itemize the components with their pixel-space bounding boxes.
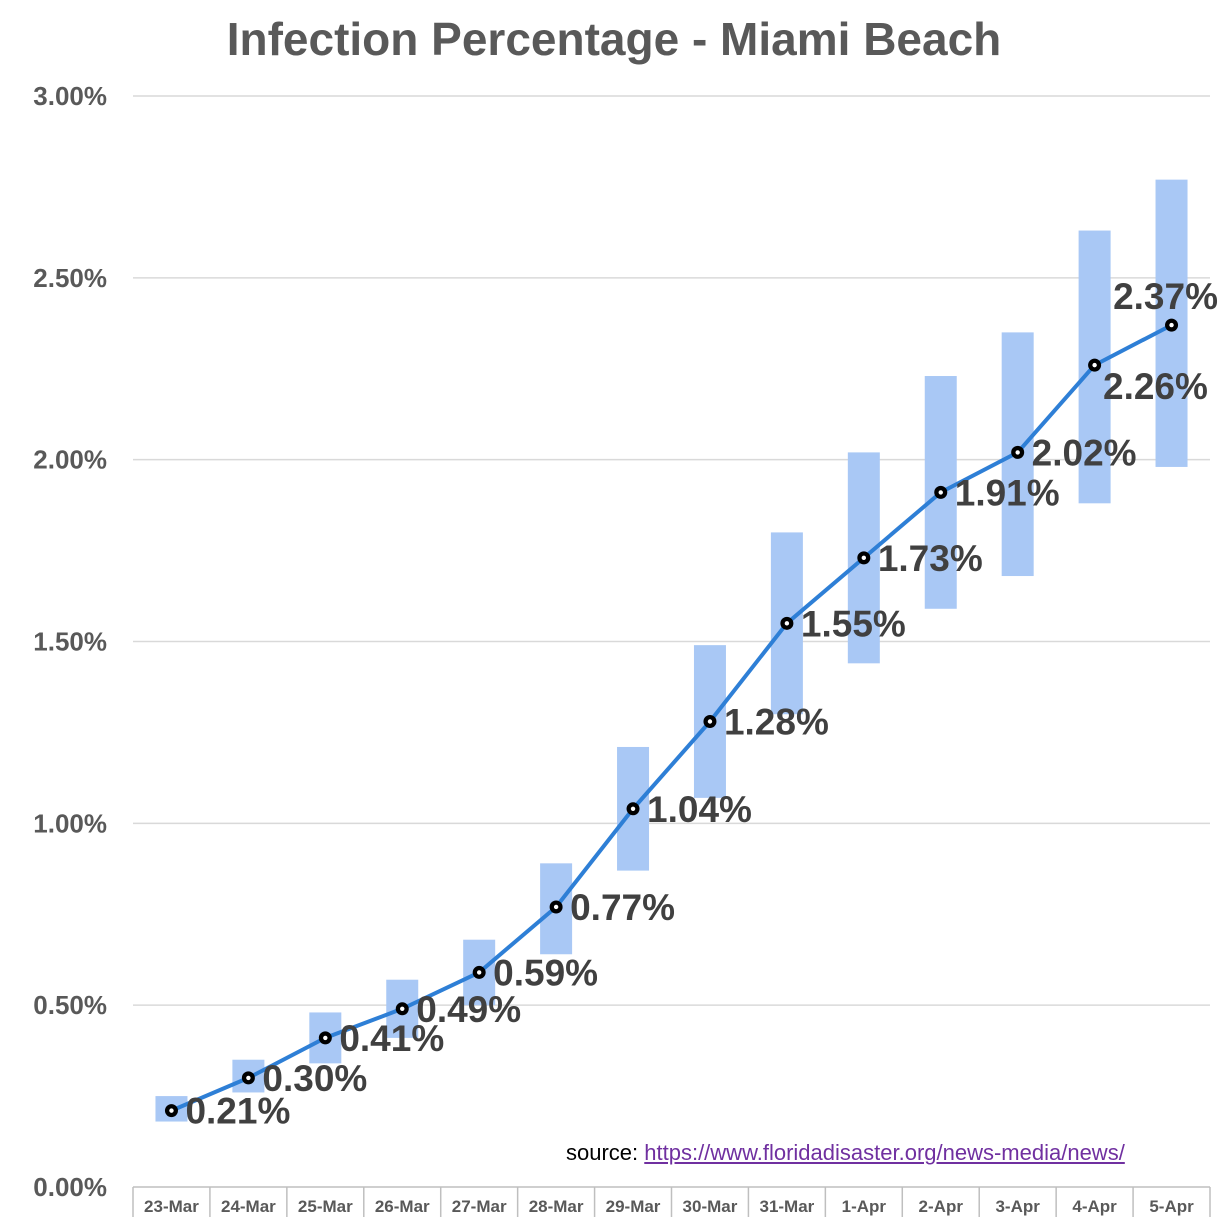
x-axis: 23-Mar 24-Mar 25-Mar 26-Mar 27-Mar 28-Mar 29-M… [132,1187,1211,1217]
x-tick-label: 4-Apr [1072,1197,1117,1216]
y-tick-label: 1.00% [33,808,107,838]
data-label: 2.02% [1032,432,1137,473]
y-tick-label: 3.00% [33,81,107,111]
data-label: 1.04% [647,789,752,830]
series-points [164,318,1179,1118]
x-tick-label: 1-Apr [842,1197,887,1216]
y-tick-label: 2.50% [33,263,107,293]
data-label: 0.59% [493,952,598,993]
data-point-center [1169,322,1174,328]
source-prefix: source: [566,1140,645,1165]
chart-title: Infection Percentage - Miami Beach [227,13,1002,65]
data-point-center [938,490,943,495]
x-tick-label: 23-Mar [144,1197,199,1216]
x-tick-label: 5-Apr [1149,1197,1194,1216]
data-label: 1.28% [724,702,829,743]
data-point-center [630,806,636,811]
y-tick-label: 2.00% [33,445,107,475]
data-point-center [400,1006,405,1012]
x-tick-label: 30-Mar [683,1197,738,1216]
y-tick-label: 0.50% [33,990,107,1020]
data-label: 0.41% [339,1018,444,1059]
data-point-center [707,719,713,724]
data-label: 0.30% [262,1058,367,1099]
gridlines [133,95,1210,1188]
x-tick-label: 29-Mar [606,1197,661,1216]
data-label: 2.37% [1113,276,1218,317]
data-label: 1.55% [801,603,906,644]
data-labels: 0.21%0.30%0.41%0.49%0.59% 0.77% 1.04% 1.28%… [185,276,1218,1132]
data-label: 0.77% [570,887,675,928]
x-tick-label: 28-Mar [529,1197,584,1216]
data-point-center [323,1035,328,1041]
x-tick-label: 25-Mar [298,1197,353,1216]
data-point-center [476,970,482,975]
x-tick-label: 27-Mar [452,1197,507,1216]
data-point-center [246,1075,251,1081]
series-line [170,323,1173,1113]
data-point-center [553,904,559,910]
y-axis: 0.00% 0.50% 1.00% 1.50% 2.00% 2.50% 3.00% [33,81,107,1202]
x-tick-label: 31-Mar [759,1197,814,1216]
data-label: 0.21% [185,1091,290,1132]
range-bars [155,179,1188,1122]
x-tick-label: 24-Mar [221,1197,276,1216]
x-tick-label: 2-Apr [919,1197,964,1216]
source-note: source: https://www.floridadisaster.org/… [566,1140,1125,1166]
y-tick-label: 0.00% [33,1172,107,1202]
y-tick-label: 1.50% [33,627,107,657]
data-label: 2.26% [1103,366,1208,407]
data-point-center [1015,450,1020,455]
data-point-center [169,1108,174,1113]
data-point-center [1092,362,1097,368]
x-tick-label: 3-Apr [995,1197,1040,1216]
data-label: 1.91% [955,472,1060,513]
data-point-center [784,621,790,626]
data-point-center [861,555,867,561]
x-tick-label: 26-Mar [375,1197,430,1216]
source-link[interactable]: https://www.floridadisaster.org/news-med… [644,1140,1125,1165]
data-label: 0.49% [416,989,521,1030]
data-label: 1.73% [878,538,983,579]
